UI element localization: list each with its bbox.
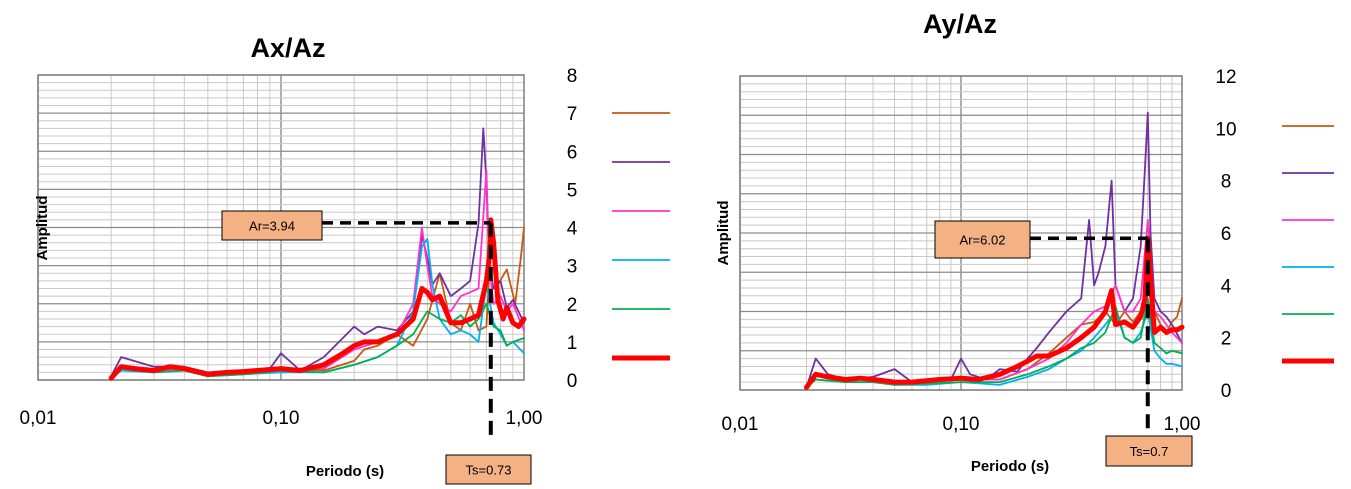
x-tick-label: 0,10 xyxy=(943,414,980,435)
y-tick-label: 2 xyxy=(1221,329,1232,350)
x-tick-label: 0,10 xyxy=(263,408,300,429)
y-tick-label: 7 xyxy=(567,104,578,125)
y-axis-label: Amplitud xyxy=(34,196,51,261)
x-axis-label: Periodo (s) xyxy=(306,463,384,480)
series-line-6 xyxy=(804,235,1185,390)
x-tick-label: 1,00 xyxy=(1164,414,1201,435)
y-tick-label: 6 xyxy=(567,142,578,163)
x-tick-label: 1,00 xyxy=(506,408,543,429)
peak-amplitude-box xyxy=(221,210,323,241)
chart-title: Ax/Az xyxy=(250,33,325,63)
peak-amplitude-box xyxy=(934,220,1031,259)
y-tick-label: 0 xyxy=(567,371,578,392)
x-tick-label: 0,01 xyxy=(722,414,759,435)
peak-period-box xyxy=(1105,435,1193,467)
peak-amplitude-label: Ar=6.02 xyxy=(960,233,1006,248)
y-tick-label: 8 xyxy=(567,66,578,87)
y-tick-label: 10 xyxy=(1215,119,1236,140)
plot-grid xyxy=(37,74,524,381)
series-line-3 xyxy=(110,169,525,380)
y-tick-label: 8 xyxy=(1221,172,1232,193)
peak-period-box xyxy=(445,454,532,485)
y-tick-label: 1 xyxy=(567,333,578,354)
peak-period-label: Ts=0.73 xyxy=(466,463,512,478)
x-axis-label: Periodo (s) xyxy=(971,458,1049,475)
plot-frame xyxy=(739,75,1183,391)
peak-amplitude-label: Ar=3.94 xyxy=(249,219,295,234)
series-line-5 xyxy=(805,297,1183,389)
chart-title: Ay/Az xyxy=(923,9,997,39)
y-tick-label: 3 xyxy=(567,257,578,278)
chart-2: Ay/Az 0 2 4 6 8 10 12 0,01 0,10 1,00 Amplitud Period… xyxy=(715,9,1334,475)
y-tick-label: 4 xyxy=(1221,276,1232,297)
y-tick-label: 2 xyxy=(567,295,578,316)
series-line-2 xyxy=(110,127,525,378)
chart-1: Ax/Az 0 1 2 3 4 5 6 7 8 0,01 0,10 1,00 Amplitud Period… xyxy=(20,33,670,485)
y-tick-label: 4 xyxy=(567,219,578,240)
y-tick-label: 6 xyxy=(1221,224,1232,245)
x-tick-label: 0,01 xyxy=(20,408,57,429)
y-tick-label: 0 xyxy=(1221,381,1232,402)
y-tick-label: 12 xyxy=(1215,67,1236,88)
series-line-6 xyxy=(108,217,527,381)
y-axis-label: Amplitud xyxy=(715,201,732,266)
peak-period-label: Ts=0.7 xyxy=(1130,444,1169,459)
series-line-1 xyxy=(805,284,1183,389)
y-tick-label: 5 xyxy=(567,180,578,201)
